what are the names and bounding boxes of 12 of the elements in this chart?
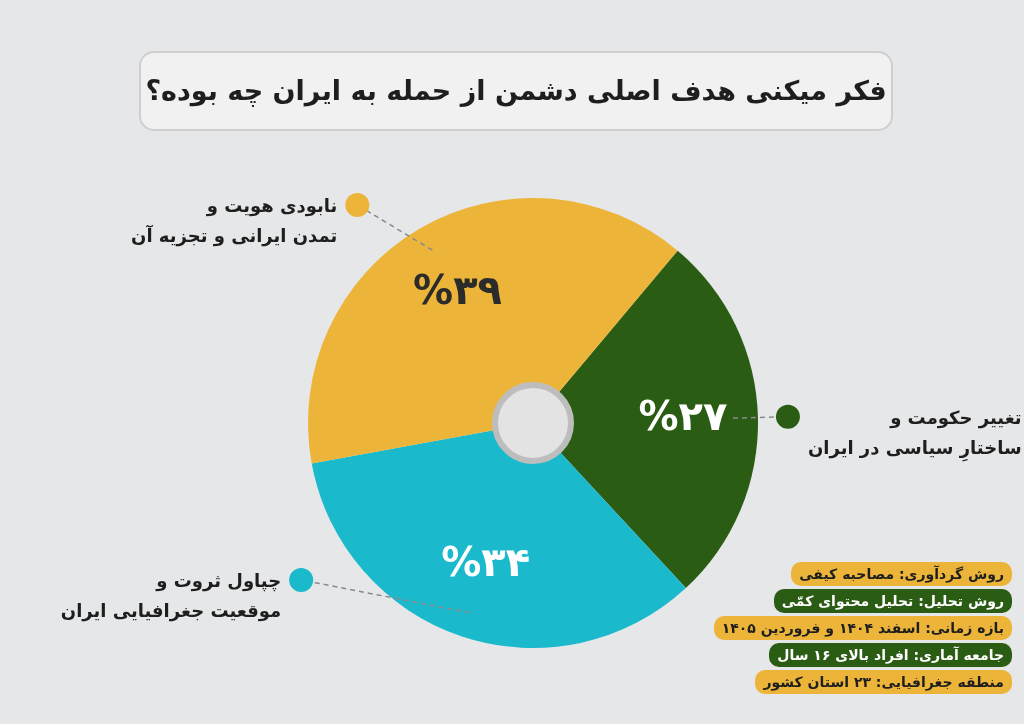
text: روش تحلیل: تحلیل محتوای کمّی <box>773 589 1012 613</box>
chart-title: فکر میکنی هدف اصلی دشمن از حمله به ایران چه بوده؟ <box>140 52 892 130</box>
legend-label: نابودی هویت و تمدن ایرانی و تجزیه آن <box>131 194 338 249</box>
text: روش گردآوری: مصاحبه کیفی <box>791 562 1012 586</box>
data-label: %۳۹ <box>412 267 503 314</box>
text: جامعه آماری: افراد بالای ۱۶ سال <box>769 643 1012 667</box>
text: منطقه جغرافیایی: ۲۳ استان کشور <box>755 670 1012 694</box>
slice-label: تغییر حکومت و ساختارِ سیاسی در ایران <box>807 405 1022 463</box>
legend-label: چپاول ثروت و موقعیت جغرافیایی ایران <box>60 569 282 624</box>
text: بازه زمانی: اسفند ۱۴۰۴ و فروردین ۱۴۰۵ <box>713 616 1012 640</box>
data-label: %۳۴ <box>440 539 532 586</box>
data-label: %۲۷ <box>637 393 729 440</box>
